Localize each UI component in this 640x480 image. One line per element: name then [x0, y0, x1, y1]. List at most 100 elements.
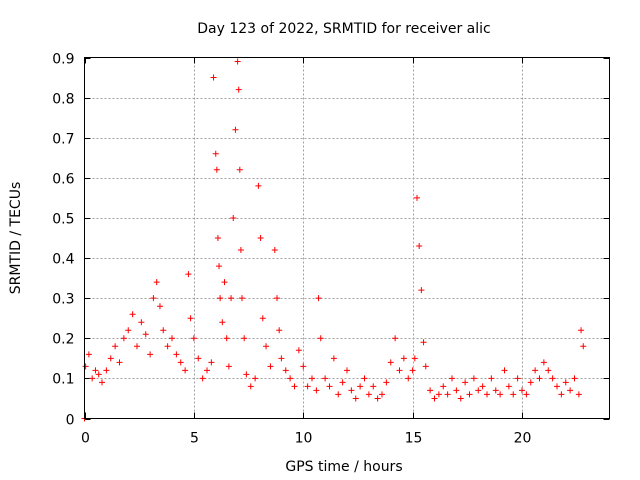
data-point	[400, 355, 407, 362]
data-point	[177, 359, 184, 366]
data-point	[291, 383, 298, 390]
data-point	[379, 391, 385, 398]
data-point	[444, 391, 451, 398]
data-point	[304, 383, 311, 390]
data-point	[492, 387, 499, 394]
data-point	[219, 319, 226, 326]
data-point	[470, 375, 477, 382]
data-point	[213, 166, 220, 173]
data-point	[475, 387, 482, 394]
y-axis-label: SRMTID / TECUs	[8, 182, 24, 295]
data-point	[112, 343, 119, 350]
data-point	[221, 279, 228, 286]
data-point	[147, 351, 154, 358]
data-point	[237, 247, 244, 254]
data-points	[81, 58, 587, 422]
data-point	[190, 335, 197, 342]
data-point	[344, 367, 350, 374]
data-point	[212, 150, 219, 157]
data-point	[216, 263, 223, 270]
x-tick-label: 15	[405, 431, 423, 447]
data-point	[519, 387, 525, 394]
data-point	[129, 311, 136, 318]
data-point	[497, 391, 504, 398]
data-point	[348, 387, 355, 394]
y-tick-label: 0.9	[52, 52, 74, 68]
data-point	[352, 395, 359, 402]
data-point	[414, 194, 420, 201]
data-point	[247, 383, 254, 390]
data-point	[295, 347, 302, 354]
data-point	[259, 315, 266, 322]
y-tick-label: 0.7	[52, 132, 74, 148]
data-point	[204, 367, 210, 374]
data-point	[103, 367, 110, 374]
data-point	[236, 166, 243, 173]
y-tick-label: 0.3	[52, 292, 74, 308]
data-point	[257, 235, 264, 241]
data-point	[169, 335, 175, 342]
data-point	[315, 295, 322, 302]
x-tick-label: 20	[514, 431, 532, 447]
data-point	[427, 387, 434, 394]
data-point	[267, 363, 274, 370]
grid-layer	[84, 57, 610, 419]
x-tick-label: 0	[81, 431, 90, 447]
data-point	[370, 383, 377, 390]
data-point	[230, 214, 237, 221]
data-point	[89, 375, 96, 382]
data-point	[431, 395, 438, 402]
data-point	[309, 375, 315, 382]
data-point	[228, 295, 235, 302]
y-tick-label: 0.8	[52, 92, 74, 108]
data-point	[435, 391, 442, 398]
data-point	[462, 379, 469, 386]
data-point	[239, 295, 245, 302]
data-point	[263, 343, 270, 350]
data-point	[252, 375, 259, 382]
data-point	[383, 379, 390, 386]
data-point	[287, 375, 294, 382]
data-point	[235, 86, 242, 93]
data-point	[554, 383, 560, 390]
data-point	[453, 387, 460, 394]
data-point	[374, 395, 381, 402]
data-point	[392, 335, 399, 342]
data-point	[107, 355, 114, 362]
data-point	[217, 295, 224, 302]
data-point	[330, 355, 337, 362]
data-point	[182, 367, 189, 374]
data-point	[396, 367, 403, 374]
data-point	[558, 391, 565, 398]
data-point	[418, 287, 425, 294]
data-point	[92, 367, 99, 374]
tick-label-layer: 0 0.1 0.2 0.3 0.4 0.5 0.6 0.7 0.8 0.9 0 5 10 15 20	[52, 52, 531, 447]
data-point	[580, 343, 587, 350]
x-tick-label: 5	[190, 431, 199, 447]
data-point	[142, 331, 149, 338]
x-axis-label: GPS time / hours	[285, 459, 402, 475]
data-point	[255, 182, 262, 189]
x-tick-label: 10	[295, 431, 313, 447]
data-point	[339, 379, 346, 386]
data-point	[322, 375, 329, 382]
data-point	[457, 395, 464, 402]
data-point	[317, 335, 324, 342]
y-tick-label: 0.4	[52, 252, 74, 268]
data-point	[195, 355, 202, 362]
chart-title: Day 123 of 2022, SRMTID for receiver ali…	[197, 21, 490, 37]
data-point	[120, 335, 127, 342]
data-point	[300, 363, 307, 370]
data-point	[243, 371, 250, 378]
data-point	[567, 387, 574, 394]
data-point	[223, 335, 230, 342]
data-point	[282, 367, 289, 374]
data-point	[562, 379, 569, 386]
data-point	[575, 391, 582, 398]
data-point	[173, 351, 180, 358]
data-point	[571, 375, 578, 382]
data-point	[150, 295, 157, 302]
data-point	[479, 383, 486, 390]
data-point	[232, 126, 239, 133]
data-point	[335, 391, 342, 398]
